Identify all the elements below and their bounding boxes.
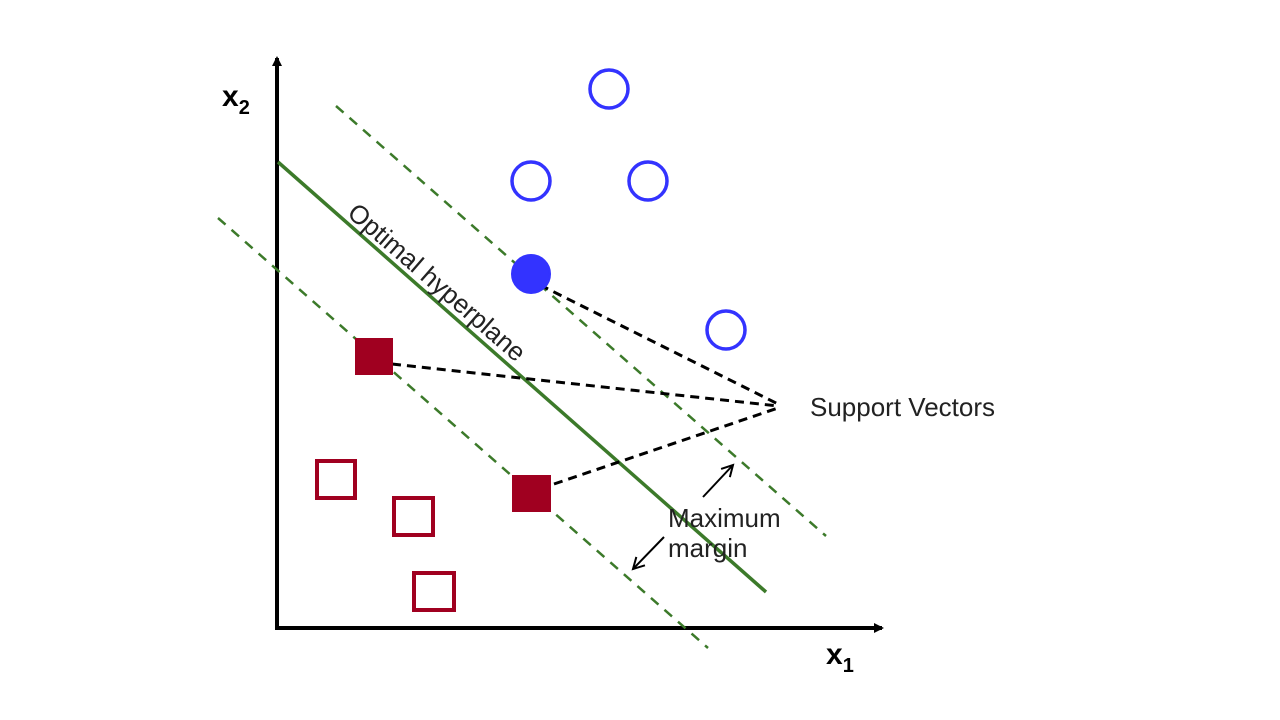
negative-point xyxy=(315,459,357,500)
margin-label-line1: Maximum xyxy=(668,503,781,533)
positive-support-vector xyxy=(511,254,551,294)
positive-point xyxy=(588,68,630,110)
negative-point xyxy=(412,571,456,612)
x-axis-letter: x xyxy=(826,638,843,671)
margin-line-lower xyxy=(217,217,709,649)
sv-pointer-square-lower xyxy=(553,406,779,486)
negative-point xyxy=(392,496,435,537)
positive-point xyxy=(627,160,669,202)
margin-label: Maximum margin xyxy=(668,503,781,563)
sv-pointer-square-upper xyxy=(391,362,779,408)
negative-support-vector xyxy=(355,338,393,375)
x-axis-label: x1 xyxy=(826,638,854,677)
sv-pointer-circle xyxy=(539,283,779,406)
positive-point xyxy=(510,160,552,202)
margin-arrow-up xyxy=(702,465,733,498)
support-vectors-label: Support Vectors xyxy=(810,392,995,422)
margin-line-upper xyxy=(335,105,827,537)
y-axis-subscript: 2 xyxy=(239,97,250,119)
margin-arrow-down xyxy=(633,536,665,569)
positive-point xyxy=(705,309,747,351)
x-axis-subscript: 1 xyxy=(843,655,854,677)
negative-support-vector xyxy=(512,475,551,512)
optimal-hyperplane xyxy=(276,160,768,594)
y-axis-letter: x xyxy=(222,80,239,113)
margin-label-line2: margin xyxy=(668,533,747,563)
y-axis-label: x2 xyxy=(222,80,250,119)
